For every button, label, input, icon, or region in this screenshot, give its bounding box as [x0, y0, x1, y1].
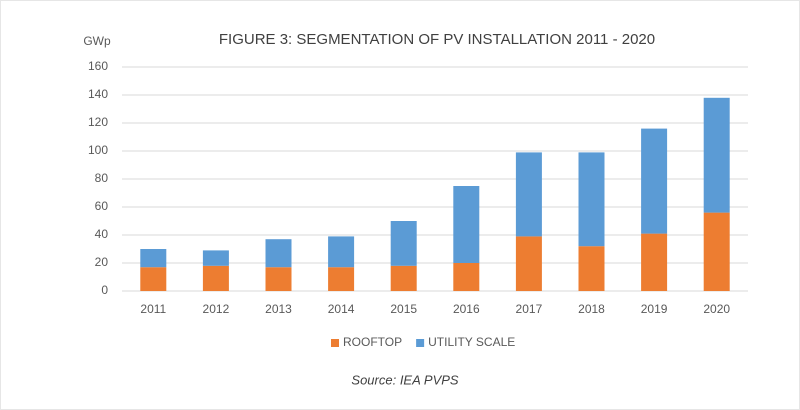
bar-segment [453, 263, 480, 291]
bar-segment [328, 267, 355, 291]
y-tick-label: 160 [88, 59, 108, 73]
x-tick-label: 2019 [641, 302, 668, 316]
x-tick-label: 2017 [516, 302, 543, 316]
bar-segment [578, 246, 605, 291]
y-tick-label: 80 [95, 171, 109, 185]
chart-title: FIGURE 3: SEGMENTATION OF PV INSTALLATIO… [219, 31, 655, 48]
y-tick-label: 60 [95, 199, 109, 213]
bar-segment [265, 239, 292, 268]
legend-label: UTILITY SCALE [428, 335, 515, 349]
bar-segment [578, 152, 605, 247]
x-tick-label: 2015 [390, 302, 417, 316]
x-tick-label: 2011 [140, 302, 166, 316]
x-tick-label: 2014 [328, 302, 355, 316]
bar-segment [453, 186, 480, 263]
legend-label: ROOFTOP [343, 335, 402, 349]
x-tick-label: 2016 [453, 302, 480, 316]
bar-segment [703, 97, 730, 213]
source-note: Source: IEA PVPS [351, 372, 459, 387]
y-tick-label: 20 [95, 255, 109, 269]
x-tick-label: 2012 [203, 302, 230, 316]
legend-swatch [331, 339, 339, 347]
x-tick-label: 2018 [578, 302, 605, 316]
bar-segment [140, 267, 167, 291]
bar-segment [328, 236, 355, 268]
bar-segment [703, 212, 730, 291]
bar-segment [390, 265, 417, 291]
bar-segment [641, 128, 668, 234]
bar-segment [515, 152, 542, 237]
x-tick-label: 2020 [703, 302, 730, 316]
y-tick-label: 100 [88, 143, 108, 157]
bar-segment [202, 265, 229, 291]
bar-segment [641, 233, 668, 291]
y-tick-label: 140 [88, 87, 108, 101]
bar-segment [265, 267, 292, 291]
bar-segment [140, 249, 167, 268]
legend-swatch [416, 339, 425, 347]
bar-segment [202, 250, 229, 266]
y-tick-label: 40 [95, 227, 109, 241]
y-tick-label: 120 [88, 115, 108, 129]
y-tick-label: 0 [101, 283, 108, 297]
x-tick-label: 2013 [265, 302, 292, 316]
bar-segment [515, 236, 542, 291]
y-axis-label: GWp [83, 34, 111, 48]
bar-segment [390, 221, 417, 266]
